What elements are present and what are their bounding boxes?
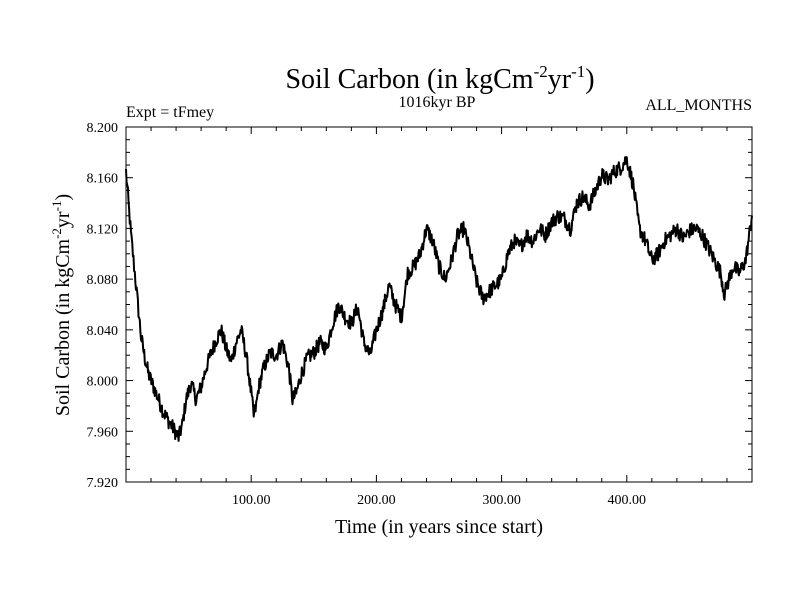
y-axis-label: Soil Carbon (in kgCm-2yr-1) xyxy=(49,194,74,416)
x-tick-label: 300.00 xyxy=(482,493,521,508)
subtitle-months: ALL_MONTHS xyxy=(645,97,752,114)
y-tick-label: 8.000 xyxy=(87,375,119,390)
y-tick-label: 8.120 xyxy=(87,222,119,237)
x-tick-label: 100.00 xyxy=(232,493,271,508)
chart-title-main: Soil Carbon (in kgCm xyxy=(285,64,533,95)
y-axis: 7.920 7.960 8.000 8.040 8.080 8.120 8.160 8.200 xyxy=(87,121,752,491)
subtitle-experiment: Expt = tFmey xyxy=(126,104,214,121)
chart-title-end: ) xyxy=(585,64,594,95)
chart-title: Soil Carbon (in kgCm-2yr-1) xyxy=(285,62,594,95)
chart-title-mid: yr xyxy=(548,64,572,95)
chart-title-sup2: -1 xyxy=(571,62,585,81)
y-tick-label: 8.200 xyxy=(87,121,119,136)
x-axis-label: Time (in years since start) xyxy=(335,516,543,538)
series-line-soil-carbon xyxy=(125,156,753,442)
y-tick-label: 7.920 xyxy=(87,476,119,491)
plot-frame xyxy=(125,126,753,483)
y-axis-label-sup1: -2 xyxy=(49,228,64,239)
x-axis: 100.00 200.00 300.00 400.00 xyxy=(150,127,728,508)
y-axis-label-main: Soil Carbon (in kgCm xyxy=(52,238,74,416)
x-tick-label: 200.00 xyxy=(357,493,396,508)
y-tick-label: 8.040 xyxy=(87,324,119,339)
y-axis-label-mid: yr xyxy=(52,211,74,228)
chart-title-sup1: -2 xyxy=(534,62,548,81)
y-tick-label: 7.960 xyxy=(87,425,119,440)
y-tick-label: 8.080 xyxy=(87,273,119,288)
subtitle-period: 1016kyr BP xyxy=(399,94,476,111)
y-axis-label-end: ) xyxy=(52,194,74,201)
y-axis-label-sup2: -1 xyxy=(49,201,64,212)
x-tick-label: 400.00 xyxy=(608,493,647,508)
y-tick-label: 8.160 xyxy=(87,172,119,187)
